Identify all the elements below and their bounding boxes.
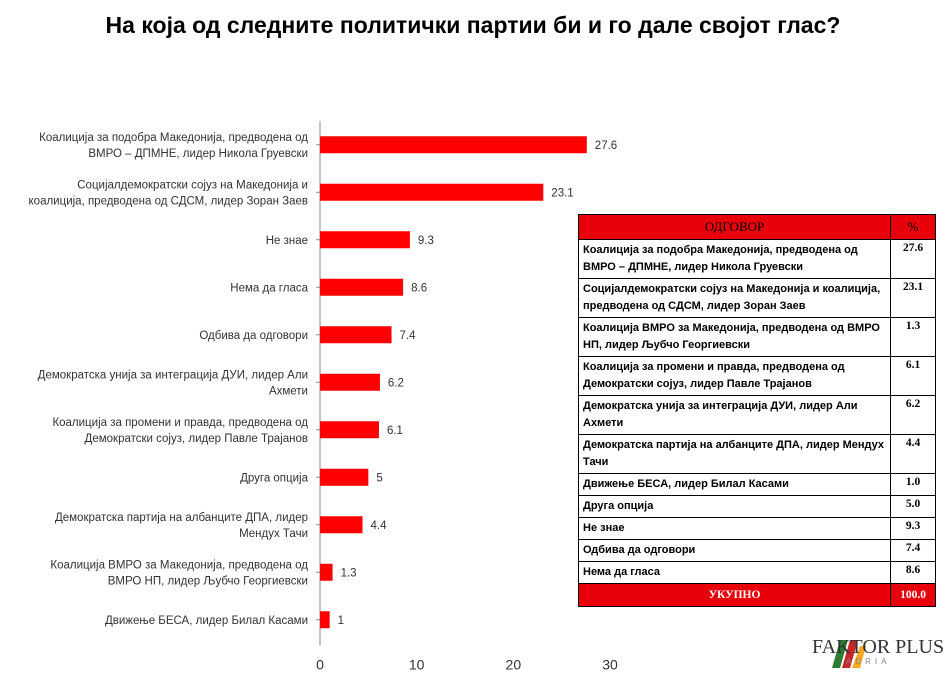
category-label-line: Демократски сојуз, лидер Павле Трајанов (85, 433, 308, 445)
category-label-line: Движење БЕСА, лидер Билал Касами (105, 615, 308, 627)
table-row: Социјалдемократски сојуз на Македонија и… (578, 278, 936, 318)
data-label: 6.1 (387, 425, 403, 437)
table-row: Демократска партија на албанците ДПА, ли… (578, 434, 936, 474)
table-row: Коалиција за промени и правда, предводен… (578, 356, 936, 396)
category-label-line: Коалиција за подобра Македонија, предвод… (39, 132, 308, 144)
category-label: Коалиција за подобра Македонија, предвод… (39, 132, 308, 160)
data-label: 4.4 (371, 520, 388, 532)
table-row: Друга опција 5.0 (578, 495, 936, 518)
table-row-label: Демократска партија на албанците ДПА, ли… (578, 434, 891, 474)
category-label: Нема да гласа (230, 282, 308, 294)
table-row-label: Коалиција за подобра Македонија, предвод… (578, 239, 891, 279)
bar (320, 136, 587, 154)
bar (320, 563, 333, 581)
table-row-label: Не знае (578, 517, 891, 540)
table-row-percent: 27.6 (890, 239, 936, 279)
bar (320, 421, 379, 439)
category-label: Демократска унија за интеграција ДУИ, ли… (38, 369, 308, 397)
category-label-line: Мендух Тачи (239, 528, 308, 540)
category-label-line: Социјалдемократски сојуз на Македонија и (77, 179, 308, 191)
table-row: Демократска унија за интеграција ДУИ, ли… (578, 395, 936, 435)
table-row: Коалиција за подобра Македонија, предвод… (578, 239, 936, 279)
category-label: Коалиција ВМРО за Македонија, предводена… (50, 559, 308, 587)
table-row: Нема да гласа 8.6 (578, 561, 936, 584)
bar (320, 468, 369, 486)
bar (320, 611, 330, 629)
results-table: ОДГОВОР % Коалиција за подобра Македониј… (578, 214, 936, 607)
category-label: Не знае (266, 235, 308, 247)
data-label: 9.3 (418, 235, 434, 247)
table-row: Одбива да одговори 7.4 (578, 539, 936, 562)
category-label-line: ВМРО НП, лидер Љубчо Георгиевски (108, 575, 308, 587)
table-row-percent: 6.1 (890, 356, 936, 396)
table-row-percent: 8.6 (890, 561, 936, 584)
bar (320, 278, 404, 296)
table-header-row: ОДГОВОР % (578, 214, 936, 240)
category-label-line: коалиција, предводена од СДСМ, лидер Зор… (29, 195, 308, 207)
table-row-label: Коалиција за промени и правда, предводен… (578, 356, 891, 396)
bar (320, 326, 392, 344)
category-label: Коалиција за промени и правда, предводен… (52, 417, 308, 445)
table-row-percent: 5.0 (890, 495, 936, 518)
table-row-label: Движење БЕСА, лидер Билал Касами (578, 473, 891, 496)
table-row-label: Одбива да одговори (578, 539, 891, 562)
table-row-percent: 4.4 (890, 434, 936, 474)
data-label: 27.6 (595, 140, 617, 152)
table-row-label: Нема да гласа (578, 561, 891, 584)
category-label: Демократска партија на албанците ДПА, ли… (55, 512, 308, 540)
table-row-percent: 6.2 (890, 395, 936, 435)
category-label: Друга опција (240, 472, 309, 484)
x-tick-label: 20 (506, 657, 522, 673)
data-label: 5 (376, 472, 382, 484)
category-label-line: Демократска партија на албанците ДПА, ли… (55, 512, 308, 524)
data-label: 23.1 (551, 187, 573, 199)
table-row-percent: 1.0 (890, 473, 936, 496)
category-label-line: Коалиција за промени и правда, предводен… (52, 417, 308, 429)
category-label-line: Друга опција (240, 472, 309, 484)
bar (320, 373, 380, 391)
table-row-percent: 1.3 (890, 317, 936, 357)
table-row: Не знае 9.3 (578, 517, 936, 540)
category-label-line: Ахмети (269, 385, 308, 397)
category-label-line: Одбива да одговори (199, 330, 308, 342)
data-label: 1.3 (341, 567, 357, 579)
data-label: 6.2 (388, 377, 404, 389)
table-row-label: Друга опција (578, 495, 891, 518)
data-label: 8.6 (411, 282, 427, 294)
table-row: Коалиција ВМРО за Македонија, предводена… (578, 317, 936, 357)
table-total-row: УКУПНО 100.0 (578, 583, 936, 607)
chart-title: На која од следните политички партии би … (105, 12, 841, 38)
table-total-label: УКУПНО (578, 583, 891, 607)
bar (320, 183, 544, 201)
data-label: 7.4 (400, 330, 417, 342)
table-row-label: Коалиција ВМРО за Македонија, предводена… (578, 317, 891, 357)
logo-name: FAKTOR PLUS (812, 636, 945, 658)
table-row-percent: 7.4 (890, 539, 936, 562)
bar (320, 231, 410, 249)
category-label: Движење БЕСА, лидер Билал Касами (105, 615, 308, 627)
data-label: 1 (338, 615, 344, 627)
logo-subtitle: ADRIA (846, 657, 891, 666)
x-tick-label: 0 (316, 657, 324, 673)
table-total-value: 100.0 (890, 583, 936, 607)
table-header-percent: % (890, 214, 936, 240)
table-row-label: Социјалдемократски сојуз на Македонија и… (578, 278, 891, 318)
bar (320, 516, 363, 534)
category-label-line: Коалиција ВМРО за Македонија, предводена… (50, 559, 308, 571)
category-label-line: Нема да гласа (230, 282, 308, 294)
faktor-plus-logo-icon (832, 640, 866, 668)
table-row-percent: 9.3 (890, 517, 936, 540)
table-row-percent: 23.1 (890, 278, 936, 318)
category-label: Одбива да одговори (199, 330, 308, 342)
category-label-line: Не знае (266, 235, 308, 247)
x-tick-label: 10 (409, 657, 425, 673)
category-label-line: ВМРО – ДПМНЕ, лидер Никола Груевски (88, 148, 308, 160)
category-label: Социјалдемократски сојуз на Македонија и… (29, 179, 308, 207)
table-row: Движење БЕСА, лидер Билал Касами 1.0 (578, 473, 936, 496)
category-label-line: Демократска унија за интеграција ДУИ, ли… (38, 369, 308, 381)
x-tick-label: 30 (602, 657, 618, 673)
table-header-answer: ОДГОВОР (578, 214, 891, 240)
table-row-label: Демократска унија за интеграција ДУИ, ли… (578, 395, 891, 435)
